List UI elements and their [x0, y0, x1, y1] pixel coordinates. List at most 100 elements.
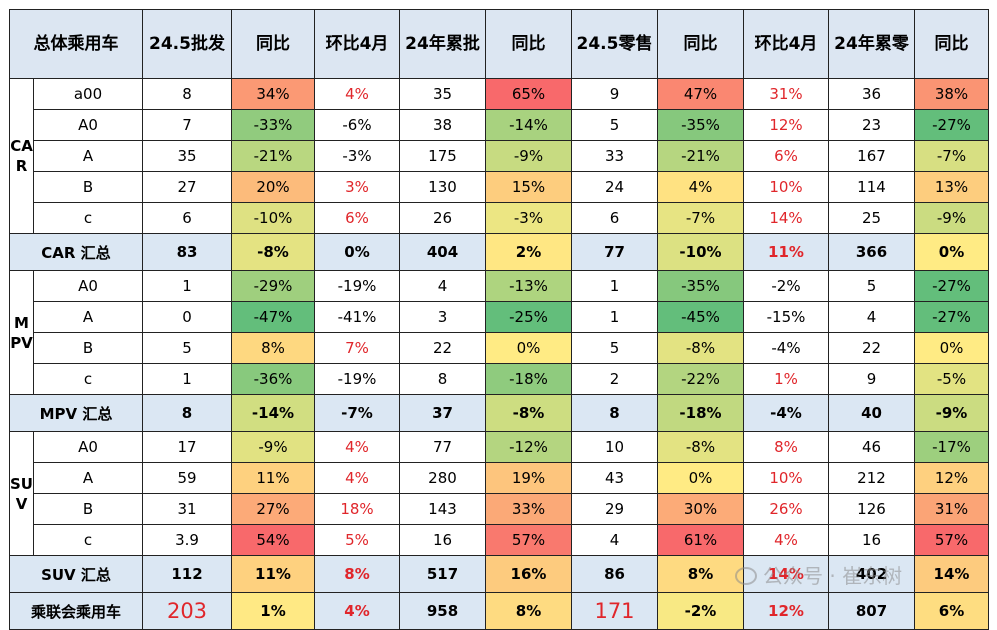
- data-cell: -5%: [914, 363, 989, 395]
- data-cell: -3%: [485, 202, 572, 234]
- data-cell: 3: [399, 301, 486, 333]
- segment-label: A0: [33, 431, 143, 463]
- total-cell: 807: [828, 592, 915, 630]
- total-cell: 203: [142, 592, 232, 630]
- data-cell: 1: [142, 363, 232, 395]
- data-cell: 1: [142, 270, 232, 302]
- data-cell: -9%: [914, 202, 989, 234]
- header-cell: 24.5批发: [142, 9, 232, 79]
- total-label: 乘联会乘用车: [9, 592, 143, 630]
- segment-label: B: [33, 332, 143, 364]
- table-row: CAR a00 8 34% 4% 35 65% 9 47% 31% 36 38%: [9, 78, 989, 234]
- summary-cell: 8: [142, 394, 232, 432]
- summary-cell: -14%: [231, 394, 315, 432]
- segment-label: A: [33, 301, 143, 333]
- data-cell: -36%: [231, 363, 315, 395]
- segment-label: B: [33, 171, 143, 203]
- summary-cell: 517: [399, 555, 486, 593]
- data-cell: 19%: [485, 462, 572, 494]
- table-row: B 27 20% 3% 130 15% 24 4% 10% 114 13%: [10, 171, 989, 203]
- table-row: A 0 -47% -41% 3 -25% 1 -45% -15% 4 -27%: [10, 301, 989, 333]
- data-cell: 6%: [314, 202, 400, 234]
- data-cell: 5: [142, 332, 232, 364]
- summary-cell: 112: [142, 555, 232, 593]
- data-cell: 5%: [314, 524, 400, 556]
- data-cell: 12%: [914, 462, 989, 494]
- table-row: B 5 8% 7% 22 0% 5 -8% -4% 22 0%: [10, 332, 989, 364]
- summary-cell: 14%: [743, 555, 829, 593]
- data-cell: 31: [142, 493, 232, 525]
- data-cell: 130: [399, 171, 486, 203]
- data-cell: 10%: [743, 462, 829, 494]
- sales-table: 总体乘用车 24.5批发 同比 环比4月 24年累批 同比 24.5零售 同比 环比4月 24年累…: [9, 9, 989, 630]
- data-cell: 27%: [231, 493, 315, 525]
- header-cell: 环比4月: [743, 9, 829, 79]
- header-cell: 总体乘用车: [9, 9, 143, 79]
- header-cell: 24年累零: [828, 9, 915, 79]
- summary-cell: -18%: [657, 394, 744, 432]
- data-cell: 24: [571, 171, 658, 203]
- segment-label: B: [33, 493, 143, 525]
- data-cell: -10%: [231, 202, 315, 234]
- data-cell: 43: [571, 462, 658, 494]
- summary-label: CAR 汇总: [9, 233, 143, 271]
- summary-cell: 11%: [743, 233, 829, 271]
- header-cell: 同比: [485, 9, 572, 79]
- data-cell: -2%: [743, 270, 829, 302]
- data-cell: 1: [571, 301, 658, 333]
- data-cell: 0%: [914, 332, 989, 364]
- data-cell: -9%: [231, 431, 315, 463]
- data-cell: 0%: [485, 332, 572, 364]
- segment-label: c: [33, 202, 143, 234]
- data-cell: 4: [828, 301, 915, 333]
- total-cell: 12%: [743, 592, 829, 630]
- data-cell: 36: [828, 78, 915, 110]
- summary-row: MPV 汇总 8 -14% -7% 37 -8% 8 -18% -4% 40 -9%: [9, 394, 989, 432]
- data-cell: 23: [828, 109, 915, 141]
- group-label: CAR: [9, 78, 34, 234]
- data-cell: 5: [571, 109, 658, 141]
- summary-cell: 40: [828, 394, 915, 432]
- total-row: 乘联会乘用车 203 1% 4% 958 8% 171 -2% 12% 807 6%: [9, 592, 989, 630]
- total-cell: 4%: [314, 592, 400, 630]
- data-cell: 22: [399, 332, 486, 364]
- data-cell: 15%: [485, 171, 572, 203]
- data-cell: 143: [399, 493, 486, 525]
- table-row: B 31 27% 18% 143 33% 29 30% 26% 126 31%: [10, 493, 989, 525]
- table-row: c 3.9 54% 5% 16 57% 4 61% 4% 16 57%: [10, 524, 989, 556]
- total-cell: 171: [571, 592, 658, 630]
- data-cell: 5: [828, 270, 915, 302]
- data-cell: 8: [142, 78, 232, 110]
- data-cell: -15%: [743, 301, 829, 333]
- summary-cell: 0%: [314, 233, 400, 271]
- data-cell: 3%: [314, 171, 400, 203]
- data-cell: 33%: [485, 493, 572, 525]
- summary-row: SUV 汇总 112 11% 8% 517 16% 86 8% 14% 402 14%: [9, 555, 989, 593]
- data-cell: 7%: [314, 332, 400, 364]
- data-cell: 33: [571, 140, 658, 172]
- data-cell: -47%: [231, 301, 315, 333]
- summary-cell: 83: [142, 233, 232, 271]
- summary-cell: 14%: [914, 555, 989, 593]
- data-cell: 6%: [743, 140, 829, 172]
- data-cell: 4%: [314, 78, 400, 110]
- segment-label: A: [33, 462, 143, 494]
- data-cell: 35: [142, 140, 232, 172]
- data-cell: 12%: [743, 109, 829, 141]
- data-cell: 5: [571, 332, 658, 364]
- data-cell: 10%: [743, 171, 829, 203]
- header-cell: 环比4月: [314, 9, 400, 79]
- data-cell: -7%: [914, 140, 989, 172]
- data-cell: 18%: [314, 493, 400, 525]
- table-row: MPV A0 1 -29% -19% 4 -13% 1 -35% -2% 5 -27%: [9, 270, 989, 395]
- header-cell: 同比: [231, 9, 315, 79]
- data-cell: 31%: [914, 493, 989, 525]
- summary-cell: 77: [571, 233, 658, 271]
- group-label: SUV: [9, 431, 34, 556]
- data-cell: 38: [399, 109, 486, 141]
- summary-row: CAR 汇总 83 -8% 0% 404 2% 77 -10% 11% 366 0%: [9, 233, 989, 271]
- data-cell: -19%: [314, 363, 400, 395]
- summary-label: SUV 汇总: [9, 555, 143, 593]
- data-cell: 47%: [657, 78, 744, 110]
- header-row: 总体乘用车 24.5批发 同比 环比4月 24年累批 同比 24.5零售 同比 环比4月 24年累…: [9, 9, 989, 79]
